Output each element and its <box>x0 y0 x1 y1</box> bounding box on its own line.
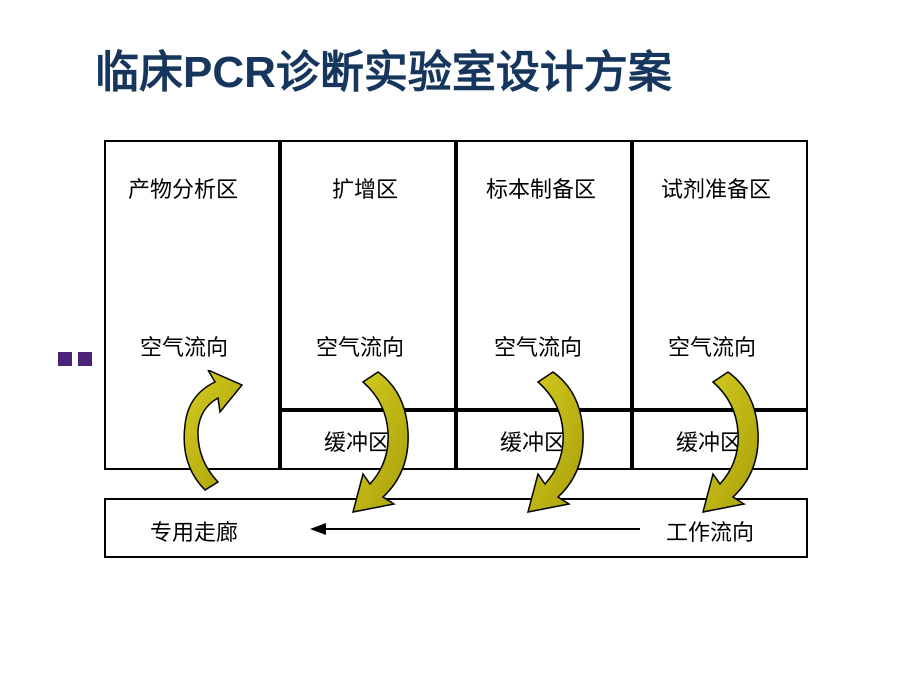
bullet-2 <box>78 352 92 366</box>
room-label-0: 产物分析区 <box>128 172 238 204</box>
curved-arrow-2 <box>473 362 603 522</box>
work-direction-arrow <box>310 520 645 538</box>
room-label-2: 标本制备区 <box>486 172 596 204</box>
room-label-3: 试剂准备区 <box>661 172 771 204</box>
curved-arrow-0 <box>170 370 280 510</box>
curved-arrow-1 <box>298 362 428 522</box>
air-label-3: 空气流向 <box>668 330 756 362</box>
room-label-1: 扩增区 <box>332 172 398 204</box>
curved-arrow-3 <box>648 362 778 522</box>
bullet-1 <box>58 352 72 366</box>
air-label-2: 空气流向 <box>494 330 582 362</box>
corridor-left-label: 专用走廊 <box>150 515 238 547</box>
air-label-0: 空气流向 <box>140 330 228 362</box>
air-label-1: 空气流向 <box>316 330 404 362</box>
page-title: 临床PCR诊断实验室设计方案 <box>95 36 672 100</box>
